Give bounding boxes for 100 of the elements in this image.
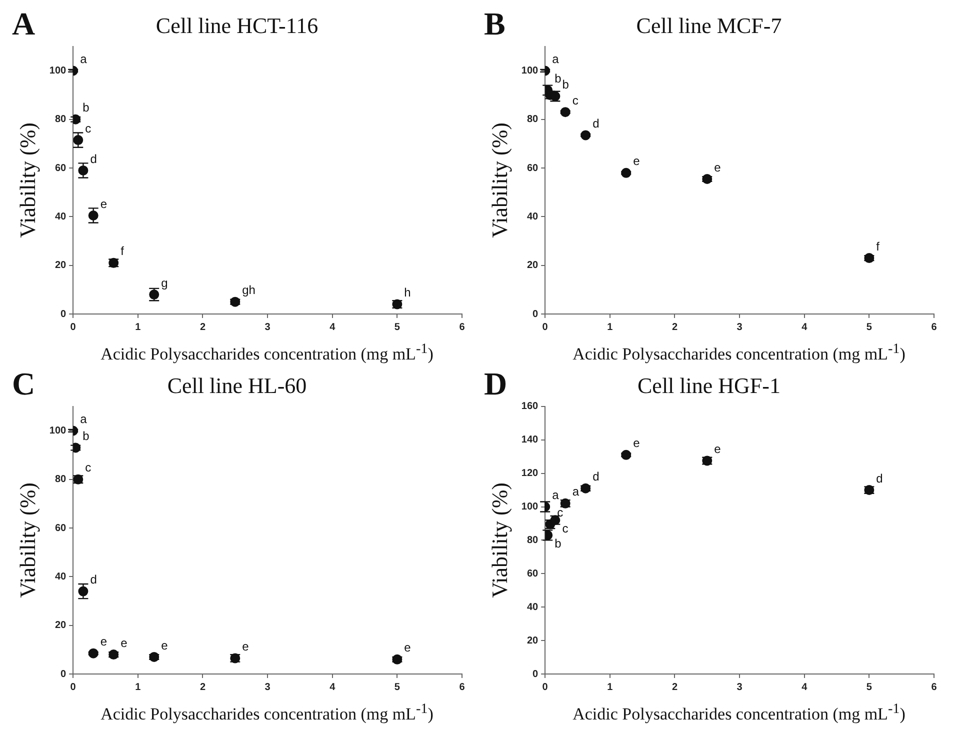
y-tick-label: 40 [54, 211, 67, 222]
annotation: e [100, 634, 108, 649]
y-tick-label: 0 [532, 668, 539, 680]
annotation: d [90, 572, 97, 587]
annotation: f [876, 239, 880, 254]
annotation: c [85, 121, 92, 136]
annotation: h [404, 286, 411, 300]
annotation: c [572, 93, 578, 108]
x-tick-label: 3 [736, 682, 743, 693]
x-tick-label: 0 [542, 322, 548, 333]
y-tick-label: 120 [521, 468, 539, 480]
y-tick-label: 60 [526, 162, 539, 174]
annotation: b [554, 536, 562, 550]
x-tick-label: 3 [264, 682, 271, 693]
x-tick-label: 0 [70, 682, 76, 693]
annotation: d [592, 470, 600, 484]
y-tick-label: 40 [526, 602, 539, 613]
annotation: e [714, 160, 722, 174]
x-tick-label: 3 [736, 322, 743, 333]
y-tick-label: 160 [521, 401, 539, 412]
x-tick-label: 0 [70, 322, 76, 333]
y-tick-label: 60 [54, 522, 67, 534]
annotation: a [80, 412, 88, 426]
x-axis-title: Acidic Polysaccharides concentration (mg mL$^{-1}$) [100, 341, 434, 364]
x-tick-label: 2 [200, 322, 206, 333]
y-tick-label: 20 [526, 260, 539, 272]
y-tick-label: 80 [54, 114, 67, 126]
y-tick-label: 100 [521, 65, 539, 76]
y-tick-label: 60 [526, 568, 539, 580]
x-tick-label: 4 [802, 682, 808, 693]
annotation: b [82, 429, 90, 444]
x-tick-label: 5 [866, 682, 872, 693]
annotation: a [572, 484, 580, 499]
x-tick-label: 5 [866, 322, 872, 333]
x-tick-label: 2 [200, 682, 206, 693]
x-tick-label: 3 [264, 322, 271, 333]
y-tick-label: 40 [526, 211, 539, 222]
annotation: d [90, 152, 97, 166]
annotation: d [876, 471, 883, 486]
annotation: g [161, 276, 168, 290]
y-tick-label: 20 [54, 620, 67, 632]
y-tick-label: 140 [521, 434, 539, 446]
y-axis-title: Viability (%) [486, 122, 512, 238]
y-tick-label: 20 [54, 260, 67, 272]
y-tick-label: 0 [60, 668, 67, 680]
chart-title: Cell line MCF-7 [636, 12, 782, 38]
text: C [12, 365, 36, 402]
text: B [484, 5, 506, 42]
x-tick-label: 6 [459, 322, 466, 333]
annotation: a [552, 52, 560, 66]
y-tick-label: 100 [49, 65, 67, 76]
x-tick-label: 6 [931, 682, 938, 693]
x-axis-title: Acidic Polysaccharides concentration (mg mL$^{-1}$) [572, 700, 906, 726]
annotation: b [562, 78, 570, 92]
y-tick-label: 80 [526, 534, 539, 546]
y-tick-label: 80 [526, 114, 539, 126]
x-tick-label: 2 [672, 322, 678, 333]
x-axis-title: Acidic Polysaccharides concentration (mg mL$^{-1}$) [572, 341, 906, 364]
x-tick-label: 0 [542, 682, 548, 693]
annotation: e [633, 436, 640, 450]
annotation: a [80, 52, 88, 66]
y-tick-label: 0 [60, 308, 67, 320]
chart-title: Cell line HCT-116 [156, 12, 318, 38]
y-axis-title: Viability (%) [14, 482, 40, 598]
text: A [12, 5, 36, 42]
y-axis-title: Viability (%) [14, 122, 40, 238]
x-tick-label: 4 [330, 322, 336, 333]
y-axis-title: Viability (%) [486, 482, 512, 598]
chart-title: Cell line HL-60 [167, 372, 307, 398]
chart-title: Cell line HGF-1 [638, 372, 780, 398]
annotation: e [120, 636, 128, 650]
text: D [484, 365, 508, 402]
x-tick-label: 5 [394, 682, 400, 693]
x-axis-title: Acidic Polysaccharides concentration (mg mL$^{-1}$) [100, 700, 434, 726]
annotation: a [552, 488, 560, 502]
y-tick-label: 100 [521, 502, 539, 512]
y-tick-label: 80 [54, 474, 67, 486]
y-tick-label: 100 [49, 425, 67, 436]
annotation: e [100, 196, 108, 211]
annotation: e [404, 640, 412, 655]
x-tick-label: 6 [459, 682, 466, 693]
x-tick-label: 1 [607, 682, 614, 693]
annotation: e [633, 154, 640, 168]
x-tick-label: 1 [135, 322, 142, 333]
annotation: b [554, 72, 562, 86]
annotation: c [562, 521, 568, 536]
annotation: gh [242, 283, 256, 298]
annotation: d [592, 116, 600, 131]
y-tick-label: 40 [54, 571, 67, 582]
x-tick-label: 4 [802, 322, 808, 333]
x-tick-label: 4 [330, 682, 336, 693]
y-tick-label: 20 [526, 635, 539, 646]
x-tick-label: 2 [672, 682, 678, 693]
y-tick-label: 60 [54, 162, 67, 174]
x-tick-label: 5 [394, 322, 400, 333]
annotation: c [85, 460, 92, 475]
annotation: e [242, 640, 250, 654]
x-tick-label: 6 [931, 322, 938, 333]
annotation: e [161, 638, 168, 652]
x-tick-label: 1 [135, 682, 142, 693]
